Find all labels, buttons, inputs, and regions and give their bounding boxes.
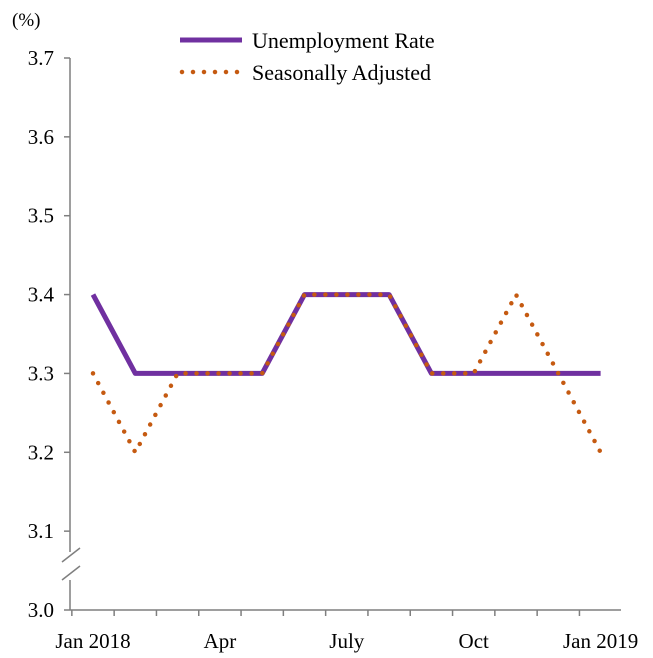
y-tick-label: 3.1 — [28, 519, 54, 543]
y-tick-label: 3.4 — [28, 283, 55, 307]
y-tick-label: 3.5 — [28, 204, 54, 228]
x-tick-label: July — [329, 629, 365, 653]
legend-label-seasonally-adjusted: Seasonally Adjusted — [252, 60, 431, 85]
series-line-seasonally-adjusted — [90, 292, 603, 455]
y-tick-label: 3.3 — [28, 361, 54, 385]
y-tick-label: 3.6 — [28, 125, 54, 149]
series-lines — [90, 292, 603, 455]
legend: Unemployment Rate Seasonally Adjusted — [179, 28, 435, 85]
x-tick-label: Oct — [459, 629, 489, 653]
y-tick-label: 3.7 — [28, 46, 54, 70]
y-unit-label: (%) — [12, 10, 40, 31]
y-ticks: 3.0 3.1 3.2 3.3 3.4 3.5 3.6 3.7 — [28, 46, 70, 622]
axes — [61, 58, 621, 611]
y-tick-label: 3.0 — [28, 598, 54, 622]
y-axis-break-mark — [61, 547, 81, 581]
y-tick-label: 3.2 — [28, 440, 54, 464]
legend-label-unemployment-rate: Unemployment Rate — [252, 28, 435, 53]
x-ticks: Jan 2018 Apr July Oct Jan 2019 — [55, 610, 638, 653]
x-tick-label: Jan 2018 — [55, 629, 130, 653]
x-tick-label: Apr — [204, 629, 237, 653]
series-line-unemployment-rate — [90, 292, 601, 376]
x-tick-label: Jan 2019 — [563, 629, 638, 653]
